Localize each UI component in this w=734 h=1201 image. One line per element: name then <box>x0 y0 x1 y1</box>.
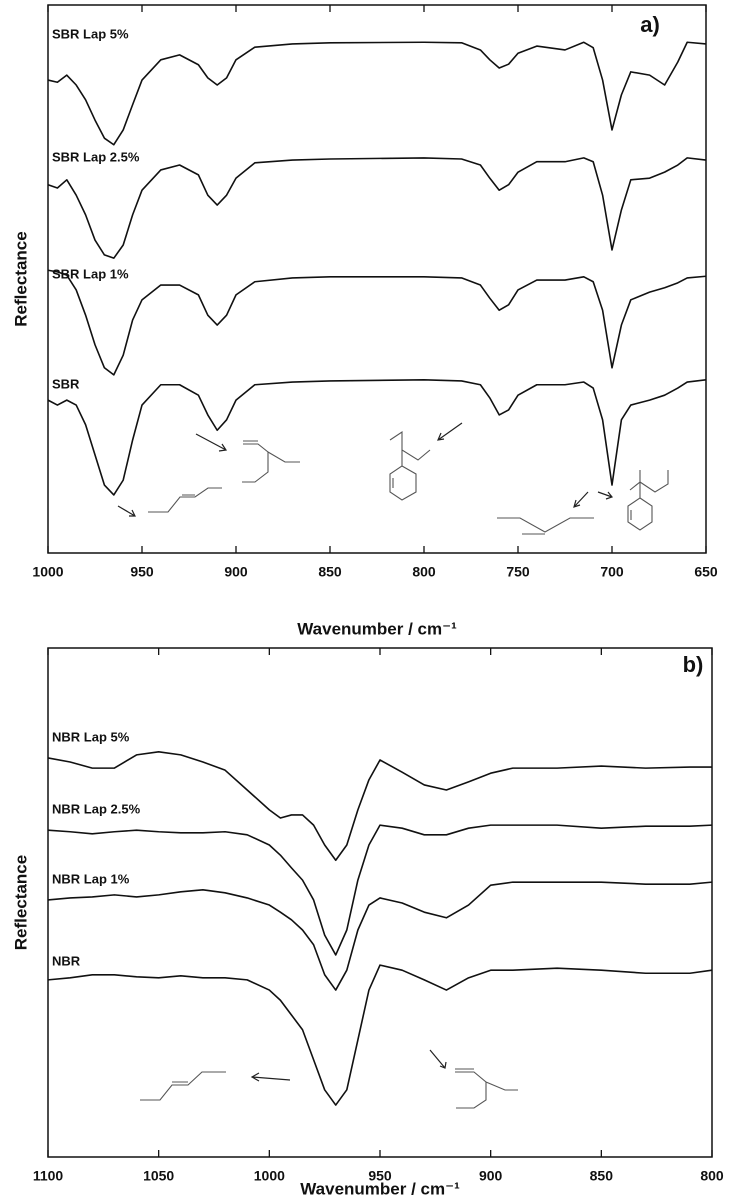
series-label: NBR <box>52 953 81 968</box>
spectrum-line <box>47 964 713 1106</box>
panel: 1000 950 900 850 800 750 700 650 SBR Lap 5% SBR L… <box>11 4 718 638</box>
x-tick-label: 1100 <box>33 1168 64 1184</box>
spectrum-line <box>47 157 707 259</box>
spectrum-line <box>47 269 707 376</box>
panel-label: a) <box>640 12 660 37</box>
panel: 1100 1050 1000 950 900 850 800 NBR Lap 5% NBR La… <box>11 647 724 1198</box>
series-label: SBR Lap 2.5% <box>52 149 140 164</box>
x-tick-label: 800 <box>412 564 436 580</box>
series-label: SBR Lap 1% <box>52 266 129 281</box>
spectrum-line <box>47 379 707 496</box>
x-axis-title: Wavenumber / cm⁻¹ <box>300 1179 460 1198</box>
x-axis-title: Wavenumber / cm⁻¹ <box>297 619 457 638</box>
x-tick-label: 850 <box>590 1168 614 1184</box>
x-tick-label: 900 <box>479 1168 503 1184</box>
x-tick-label: 950 <box>130 564 154 580</box>
y-axis-title: Reflectance <box>11 855 30 950</box>
molecule-sketches-a <box>117 422 669 535</box>
x-tick-label: 900 <box>224 564 248 580</box>
series-label: NBR Lap 5% <box>52 729 130 744</box>
x-tick-label: 700 <box>600 564 624 580</box>
spectrum-line <box>47 824 713 956</box>
x-tick-label: 650 <box>694 564 718 580</box>
x-tick-label: 1000 <box>254 1168 285 1184</box>
series-label: NBR Lap 1% <box>52 871 130 886</box>
x-tick-label: 800 <box>700 1168 724 1184</box>
plot-frame <box>47 647 713 1158</box>
spectrum-line <box>47 41 707 146</box>
series-label: SBR Lap 5% <box>52 26 129 41</box>
molecule-sketches-b <box>140 1049 518 1109</box>
x-tick-label: 950 <box>368 1168 392 1184</box>
x-tick-label: 1000 <box>32 564 63 580</box>
y-axis-title: Reflectance <box>11 231 30 326</box>
spectrum-line <box>47 881 713 991</box>
series-label: NBR Lap 2.5% <box>52 801 141 816</box>
spectrum-line <box>47 751 712 862</box>
x-tick-label: 750 <box>506 564 530 580</box>
panel-label: b) <box>683 652 704 677</box>
series-label: SBR <box>52 376 80 391</box>
plot-frame <box>47 4 707 554</box>
x-tick-label: 850 <box>318 564 342 580</box>
x-tick-label: 1050 <box>143 1168 174 1184</box>
